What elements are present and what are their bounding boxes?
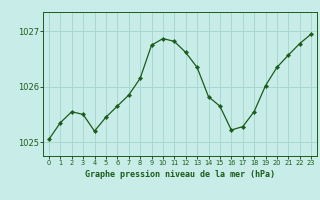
X-axis label: Graphe pression niveau de la mer (hPa): Graphe pression niveau de la mer (hPa) (85, 170, 275, 179)
